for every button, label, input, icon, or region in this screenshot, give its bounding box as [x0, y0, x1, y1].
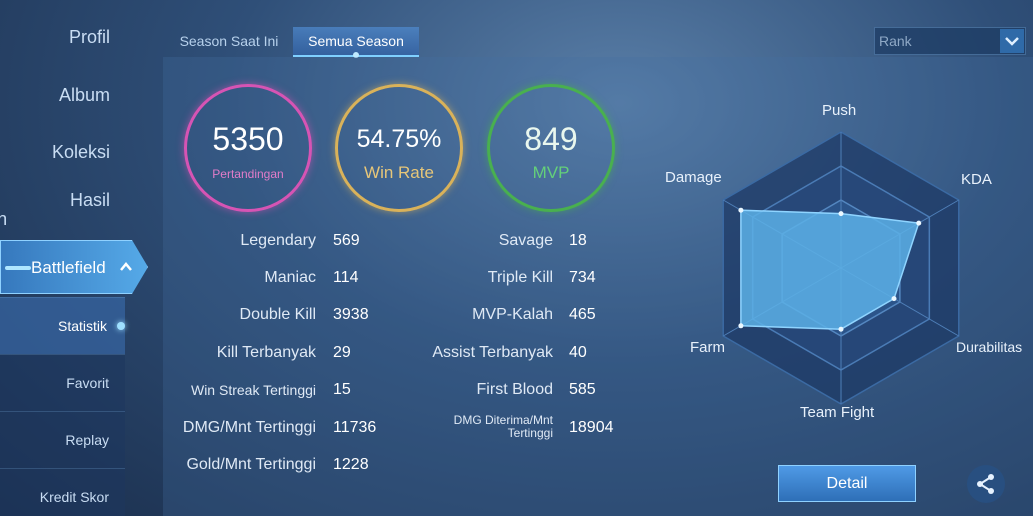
stat-label-first-blood: First Blood [476, 381, 553, 398]
sidebar-item-album[interactable]: Album [59, 86, 110, 105]
win-rate-value: 54.75% [356, 125, 442, 153]
stat-label-triple-kill: Triple Kill [487, 269, 553, 286]
sidebar: Profil Album Koleksi Hasil Pertandingan … [0, 0, 160, 516]
active-tab-indicator [353, 52, 359, 58]
stat-label-dmg-mnt: DMG/Mnt Tertinggi [182, 419, 316, 436]
stat-value-gold-mnt: 1228 [333, 456, 369, 473]
sidebar-item-label: Pertandingan [0, 209, 8, 229]
tab-label: Semua Season [308, 33, 404, 49]
radar-label-push: Push [822, 102, 857, 119]
radar-label-team-fight: Team Fight [800, 404, 875, 421]
sidebar-subitem-replay[interactable]: Replay [0, 411, 125, 468]
active-indicator [117, 322, 125, 330]
stat-label-gold-mnt: Gold/Mnt Tertinggi [186, 456, 316, 473]
chevron-up-icon [120, 262, 132, 271]
radar-label-farm: Farm [690, 339, 725, 356]
stat-value-dmg-mnt: 11736 [333, 419, 377, 436]
detail-button-label: Detail [826, 475, 868, 492]
stat-value-win-streak: 15 [333, 381, 351, 398]
rank-dropdown-value: Rank [879, 33, 912, 49]
win-rate-label: Win Rate [364, 163, 434, 182]
chevron-down-icon[interactable] [1000, 29, 1024, 53]
radar-point [738, 323, 744, 329]
sidebar-subitem-favorit[interactable]: Favorit [0, 354, 125, 411]
radar-label-damage: Damage [665, 169, 722, 186]
sidebar-item-hasil-pertandingan[interactable]: Hasil Pertandingan [0, 191, 110, 229]
tab-semua-season[interactable]: Semua Season [293, 27, 419, 58]
stat-value-triple-kill: 734 [569, 269, 596, 286]
win-rate-circle: 54.75% Win Rate [335, 84, 463, 212]
radar-point [916, 220, 922, 226]
stat-value-double-kill: 3938 [333, 306, 369, 323]
sidebar-item-label: Album [58, 85, 110, 105]
tab-season-saat-ini[interactable]: Season Saat Ini [168, 27, 290, 57]
stat-value-legendary: 569 [333, 232, 360, 249]
stat-label-mvp-kalah: MVP-Kalah [472, 306, 553, 323]
stat-label-dmg-diterima: DMG Diterima/Mnt Tertinggi [405, 414, 553, 440]
sidebar-item-label: Hasil [69, 190, 110, 210]
rank-dropdown[interactable]: Rank [874, 27, 1026, 55]
stat-label-line: DMG Diterima/Mnt [453, 413, 553, 427]
matches-value: 5350 [212, 121, 284, 157]
sidebar-item-label: Battlefield [31, 258, 106, 277]
stat-value-dmg-diterima: 18904 [569, 419, 614, 436]
stat-value-kill-terbanyak: 29 [333, 344, 351, 361]
mvp-value: 849 [524, 121, 578, 157]
stat-label-win-streak: Win Streak Tertinggi [190, 382, 316, 398]
sidebar-item-profil[interactable]: Profil [69, 28, 110, 47]
stat-label-kill-terbanyak: Kill Terbanyak [216, 344, 316, 361]
stat-label-legendary: Legendary [240, 232, 316, 249]
matches-circle: 5350 Pertandingan [184, 84, 312, 212]
sidebar-subitem-label: Statistik [57, 318, 107, 334]
stat-value-maniac: 114 [333, 269, 359, 286]
sidebar-subitem-statistik[interactable]: Statistik [0, 297, 125, 354]
mvp-label: MVP [532, 163, 570, 182]
stat-label-maniac: Maniac [264, 269, 316, 286]
highlight-decoration [5, 266, 31, 270]
radar-point [891, 296, 897, 302]
matches-label: Pertandingan [212, 167, 284, 181]
radar-point [838, 211, 844, 217]
sidebar-item-label: Koleksi [51, 142, 110, 162]
share-button[interactable] [967, 465, 1005, 503]
radar-point [738, 207, 744, 213]
share-icon [977, 474, 994, 494]
mvp-circle: 849 MVP [487, 84, 615, 212]
stat-label-line: Tertinggi [507, 426, 553, 440]
stat-label-savage: Savage [498, 232, 553, 249]
radar-label-kda: KDA [961, 171, 992, 188]
stat-label-assist-terbanyak: Assist Terbanyak [432, 344, 553, 361]
stat-value-assist-terbanyak: 40 [569, 344, 587, 361]
sidebar-item-battlefield[interactable]: Battlefield [0, 240, 148, 294]
sidebar-item-koleksi[interactable]: Koleksi [52, 143, 110, 162]
radar-chart [722, 131, 960, 405]
sidebar-subitem-kredit-skor[interactable]: Kredit Skor [0, 468, 125, 516]
tab-label: Season Saat Ini [179, 33, 279, 49]
radar-label-durabilitas: Durabilitas [956, 339, 1023, 355]
sidebar-subitem-label: Replay [65, 432, 109, 448]
sidebar-subitem-label: Kredit Skor [39, 489, 109, 505]
stat-value-mvp-kalah: 465 [569, 306, 596, 323]
stat-value-first-blood: 585 [569, 381, 596, 398]
sidebar-item-label: Profil [68, 27, 110, 47]
radar-point [838, 326, 844, 332]
stat-label-double-kill: Double Kill [239, 306, 316, 323]
detail-button[interactable]: Detail [778, 465, 916, 502]
stat-value-savage: 18 [569, 232, 587, 249]
sidebar-subitem-label: Favorit [66, 375, 109, 391]
